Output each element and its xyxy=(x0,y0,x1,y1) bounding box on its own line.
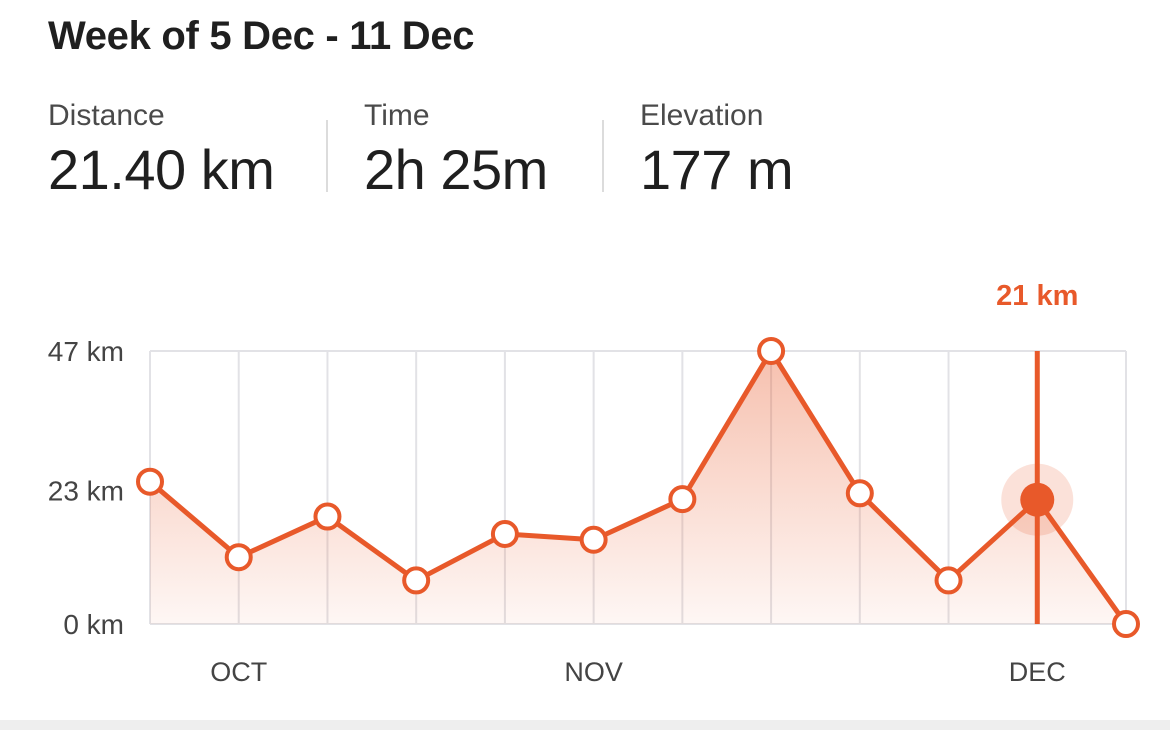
stat-elevation: Elevation 177 m xyxy=(640,98,794,202)
data-point xyxy=(136,467,164,496)
series-line xyxy=(147,348,1129,627)
data-point xyxy=(934,566,963,595)
stat-distance-value: 21.40 km xyxy=(48,138,275,201)
stat-elevation-value: 177 m xyxy=(640,138,794,201)
area-fill xyxy=(150,351,1126,624)
x-tick-label: NOV xyxy=(564,657,623,687)
stat-divider xyxy=(602,120,604,192)
stat-distance: Distance 21.40 km xyxy=(48,98,275,202)
selected-data-point xyxy=(1020,482,1055,517)
data-point xyxy=(845,479,874,508)
data-point xyxy=(224,543,253,572)
stat-time-value: 2h 25m xyxy=(364,138,548,201)
page-title: Week of 5 Dec - 11 Dec xyxy=(48,14,475,58)
data-point xyxy=(1112,610,1140,638)
x-tick-label: OCT xyxy=(210,657,267,687)
data-point xyxy=(490,519,519,548)
x-tick-label: DEC xyxy=(1009,657,1066,687)
bottom-divider-bar xyxy=(0,720,1170,730)
data-point xyxy=(668,485,697,514)
y-tick-label: 47 km xyxy=(48,336,124,367)
stat-time: Time 2h 25m xyxy=(364,98,548,202)
data-point xyxy=(579,525,608,554)
data-point xyxy=(757,337,786,365)
y-tick-label: 23 km xyxy=(48,475,124,506)
selected-value-label: 21 km xyxy=(996,280,1078,312)
stat-divider xyxy=(326,120,328,192)
stat-time-label: Time xyxy=(364,99,430,132)
y-tick-label: 0 km xyxy=(63,609,124,640)
stat-elevation-label: Elevation xyxy=(640,99,764,132)
data-point xyxy=(313,502,342,531)
stat-distance-label: Distance xyxy=(48,99,165,132)
data-point xyxy=(402,566,431,595)
